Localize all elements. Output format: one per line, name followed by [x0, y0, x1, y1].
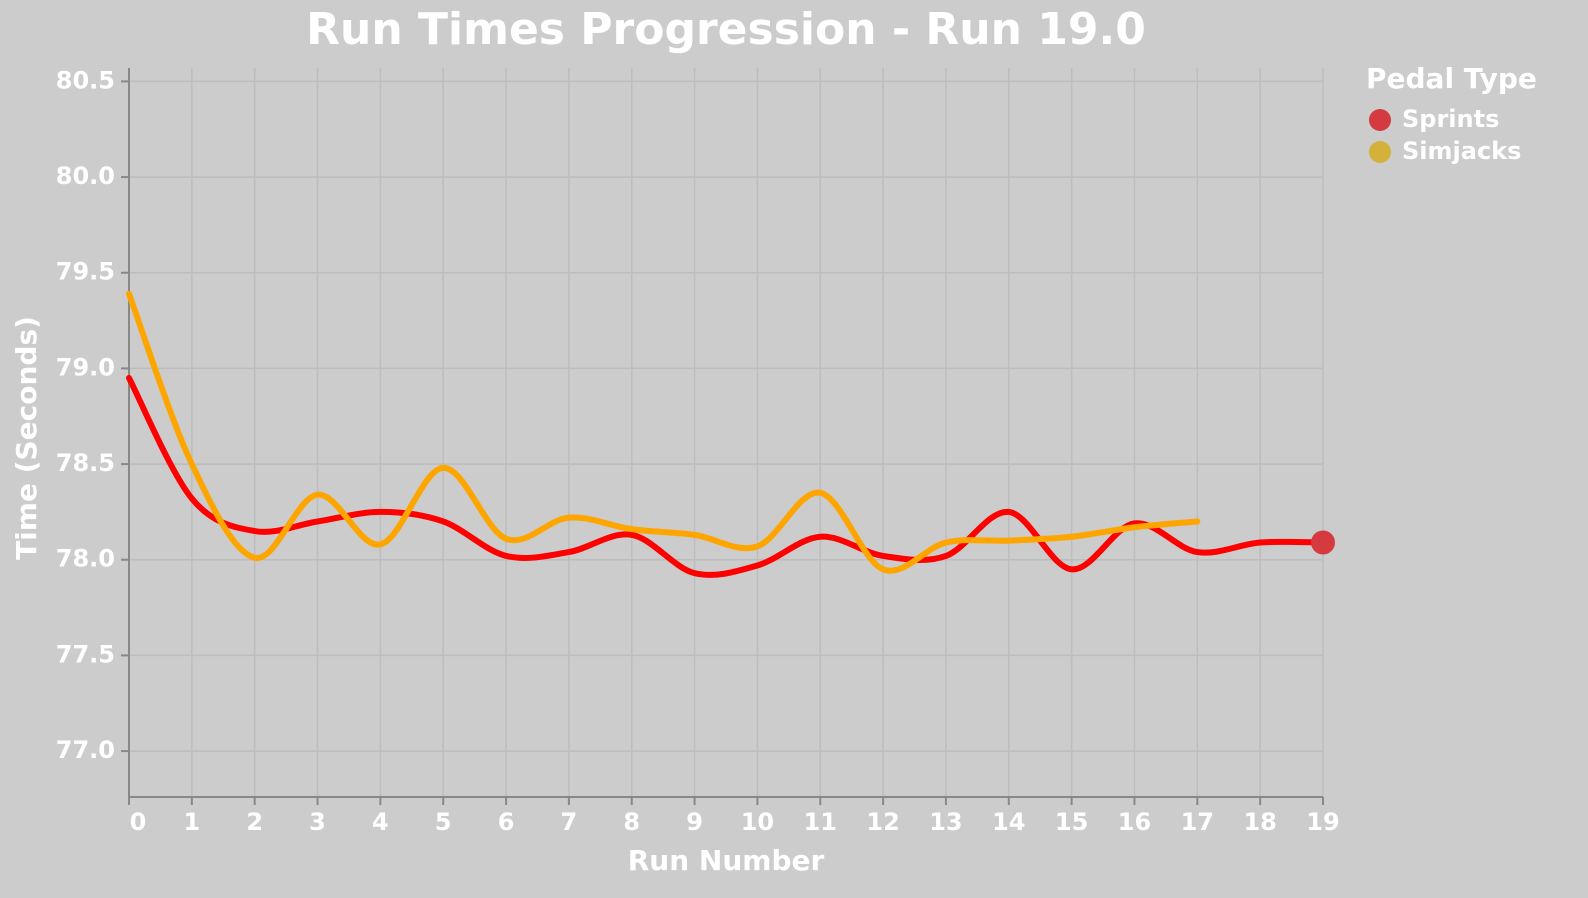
series-line: [126, 290, 1201, 574]
y-axis-title: Time (Seconds): [10, 316, 43, 560]
end-marker: [1311, 530, 1335, 555]
x-tick-label: 14: [992, 808, 1025, 836]
x-tick-label: 9: [686, 808, 703, 836]
legend-label: Sprints: [1402, 105, 1499, 133]
y-tick-label: 77.0: [56, 736, 115, 764]
chart-title: Run Times Progression - Run 19.0: [306, 4, 1146, 55]
x-tick-label: 16: [1118, 808, 1151, 836]
y-tick-label: 80.0: [56, 162, 115, 190]
x-tick-label: 11: [804, 808, 837, 836]
x-tick-label: 1: [183, 808, 200, 836]
x-axis-title: Run Number: [628, 844, 825, 877]
y-tick-label: 79.0: [56, 353, 115, 381]
x-tick-label: 12: [866, 808, 899, 836]
x-tick-label: 8: [623, 808, 640, 836]
y-tick-label: 80.5: [56, 66, 115, 94]
x-tick-label: 15: [1055, 808, 1088, 836]
x-tick-label: 6: [498, 808, 515, 836]
legend-label: Simjacks: [1402, 137, 1521, 165]
y-tick-label: 77.5: [56, 640, 115, 668]
x-tick-label: 13: [929, 808, 962, 836]
x-tick-label: 5: [435, 808, 452, 836]
x-tick-label: 10: [741, 808, 774, 836]
x-tick-label: 0: [130, 808, 147, 836]
y-tick-label: 78.5: [56, 449, 115, 477]
x-tick-label: 19: [1306, 808, 1339, 836]
x-tick-label: 3: [309, 808, 326, 836]
legend-marker: [1369, 109, 1391, 131]
legend-title: Pedal Type: [1366, 62, 1537, 95]
series-line: [126, 374, 1326, 578]
x-tick-label: 2: [246, 808, 263, 836]
legend-marker: [1369, 141, 1391, 163]
y-tick-label: 79.5: [56, 258, 115, 286]
x-tick-label: 18: [1243, 808, 1276, 836]
x-tick-label: 17: [1181, 808, 1214, 836]
x-tick-label: 4: [372, 808, 389, 836]
x-tick-label: 7: [561, 808, 578, 836]
y-tick-label: 78.0: [56, 545, 115, 573]
